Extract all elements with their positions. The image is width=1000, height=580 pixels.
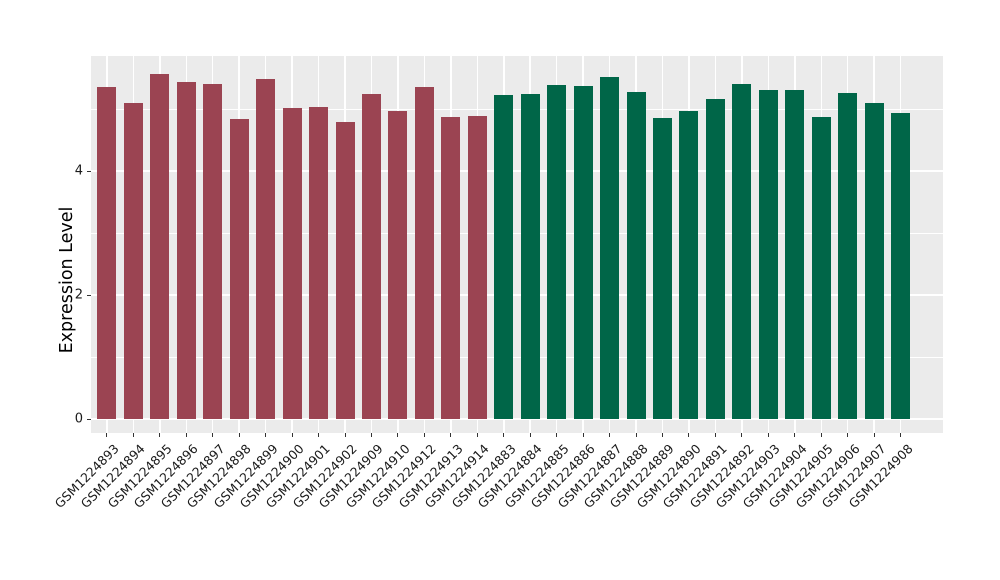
x-tick-GSM1224895 [159, 433, 161, 437]
x-tick-GSM1224904 [794, 433, 796, 437]
x-tick-GSM1224905 [820, 433, 822, 437]
y-tick-2 [87, 294, 91, 296]
x-tick-GSM1224883 [503, 433, 505, 437]
x-tick-GSM1224898 [238, 433, 240, 437]
gridline-major-y-2 [91, 294, 943, 296]
gridline-major-y-4 [91, 170, 943, 172]
bar-GSM1224898 [229, 118, 249, 419]
bar-GSM1224890 [679, 111, 699, 419]
bar-GSM1224883 [494, 95, 514, 419]
bar-GSM1224912 [414, 87, 434, 419]
x-tick-GSM1224907 [873, 433, 875, 437]
bar-GSM1224895 [150, 74, 170, 419]
bar-GSM1224887 [600, 76, 620, 419]
bar-GSM1224914 [467, 116, 487, 419]
y-tick-label-2: 2 [74, 287, 83, 303]
bar-GSM1224894 [123, 103, 143, 419]
bar-GSM1224896 [176, 82, 196, 419]
bar-GSM1224906 [838, 92, 858, 419]
x-tick-GSM1224887 [609, 433, 611, 437]
gridline-minor-y-3 [91, 232, 943, 234]
y-tick-label-0: 0 [74, 411, 83, 427]
x-tick-GSM1224906 [847, 433, 849, 437]
bar-GSM1224901 [309, 107, 329, 419]
y-tick-4 [87, 170, 91, 172]
gridline-minor-y-1 [91, 356, 943, 358]
bar-GSM1224902 [335, 122, 355, 419]
bar-GSM1224904 [785, 90, 805, 419]
y-tick-0 [87, 418, 91, 420]
x-tick-GSM1224908 [900, 433, 902, 437]
bar-GSM1224892 [732, 83, 752, 419]
x-tick-GSM1224901 [318, 433, 320, 437]
plot-panel [91, 56, 943, 433]
bar-GSM1224891 [705, 99, 725, 419]
bar-GSM1224908 [891, 113, 911, 419]
bar-GSM1224897 [203, 84, 223, 419]
bar-GSM1224913 [441, 117, 461, 419]
x-tick-GSM1224909 [370, 433, 372, 437]
gridline-major-y-0 [91, 418, 943, 420]
bar-GSM1224900 [282, 108, 302, 419]
x-tick-GSM1224889 [662, 433, 664, 437]
x-tick-GSM1224896 [185, 433, 187, 437]
x-tick-GSM1224902 [344, 433, 346, 437]
x-tick-GSM1224903 [767, 433, 769, 437]
bar-GSM1224905 [811, 117, 831, 419]
x-tick-GSM1224890 [688, 433, 690, 437]
x-tick-GSM1224888 [635, 433, 637, 437]
x-tick-GSM1224886 [582, 433, 584, 437]
x-tick-GSM1224900 [291, 433, 293, 437]
bar-GSM1224909 [361, 93, 381, 419]
x-tick-GSM1224910 [397, 433, 399, 437]
x-tick-GSM1224894 [132, 433, 134, 437]
x-tick-GSM1224914 [476, 433, 478, 437]
bar-GSM1224893 [97, 87, 117, 419]
gridline-minor-y-5 [91, 108, 943, 110]
bar-GSM1224884 [520, 94, 540, 419]
y-tick-label-4: 4 [74, 163, 83, 179]
y-axis-title: Expression Level [57, 206, 77, 354]
bar-GSM1224885 [547, 85, 567, 419]
bar-GSM1224907 [864, 103, 884, 419]
x-tick-GSM1224893 [106, 433, 108, 437]
x-tick-GSM1224884 [529, 433, 531, 437]
x-tick-GSM1224897 [212, 433, 214, 437]
x-tick-GSM1224891 [714, 433, 716, 437]
bar-GSM1224888 [626, 92, 646, 419]
x-tick-GSM1224885 [556, 433, 558, 437]
bar-GSM1224886 [573, 86, 593, 419]
x-tick-GSM1224892 [741, 433, 743, 437]
x-tick-GSM1224913 [450, 433, 452, 437]
bar-GSM1224903 [758, 89, 778, 419]
bar-GSM1224889 [653, 118, 673, 419]
x-tick-GSM1224899 [265, 433, 267, 437]
x-tick-GSM1224912 [423, 433, 425, 437]
bar-GSM1224910 [388, 111, 408, 419]
bar-GSM1224899 [256, 79, 276, 419]
